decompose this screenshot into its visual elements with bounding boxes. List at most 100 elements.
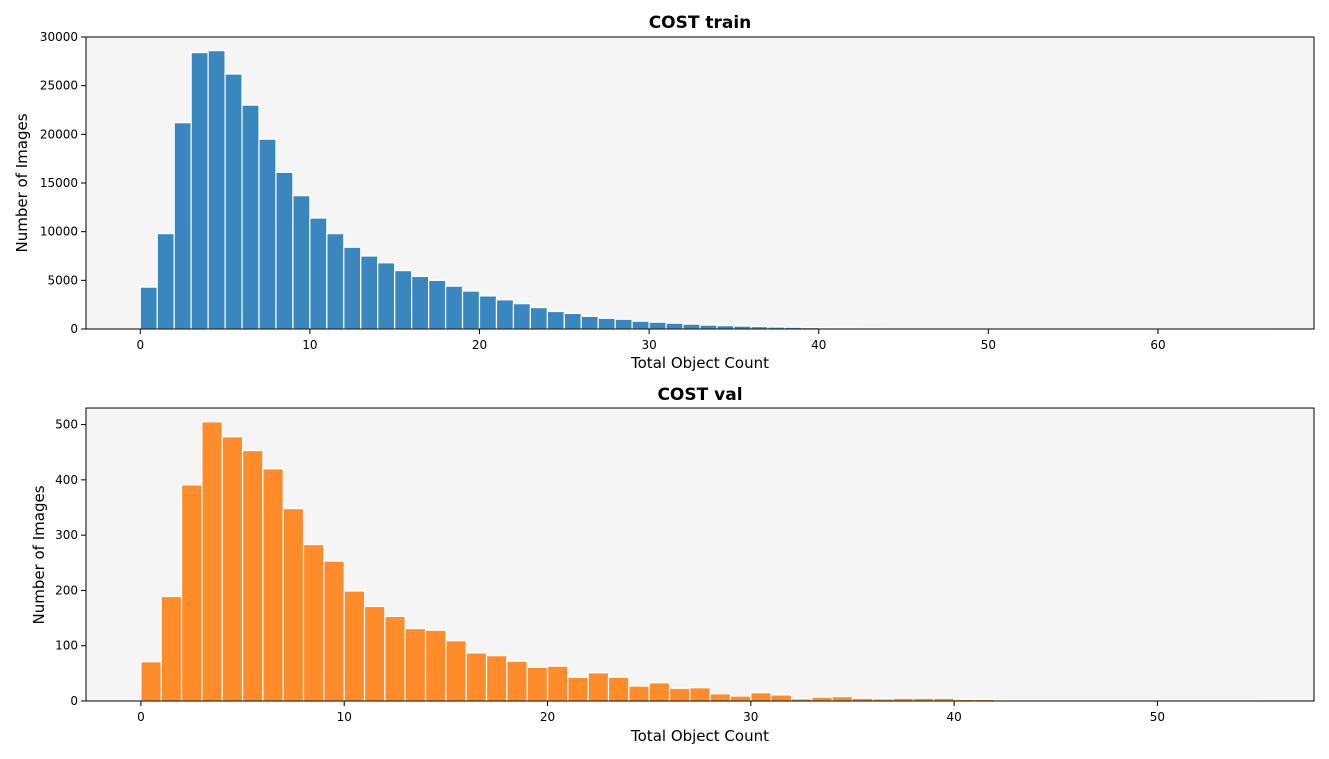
train-y-axis-label: Number of Images xyxy=(13,113,31,252)
val-plot-frame xyxy=(85,407,1315,702)
val-bar xyxy=(628,685,650,702)
val-bar xyxy=(465,652,488,702)
val-bar xyxy=(160,595,183,702)
train-x-tick-label: 20 xyxy=(472,338,487,352)
train-bar xyxy=(258,138,277,330)
val-bar xyxy=(729,695,752,702)
val-bar xyxy=(750,692,772,702)
val-x-tick-label: 40 xyxy=(946,710,961,724)
train-bar xyxy=(411,275,430,330)
train-bar xyxy=(224,73,243,330)
val-x-tick-label: 10 xyxy=(337,710,352,724)
train-bar xyxy=(512,303,531,330)
val-bar xyxy=(506,660,528,702)
train-bar xyxy=(665,322,684,330)
train-y-axis-ticks: 0 5000 10000 15000 20000 25000 30000 xyxy=(40,30,86,336)
val-bar xyxy=(201,421,223,702)
val-bar xyxy=(689,687,711,702)
train-bar xyxy=(648,321,667,330)
val-bar xyxy=(282,508,305,702)
val-bar xyxy=(587,672,610,702)
train-bar xyxy=(241,104,260,330)
train-bar xyxy=(597,317,616,330)
val-bar xyxy=(221,436,244,702)
val-bar xyxy=(384,615,406,702)
val-bar xyxy=(323,560,345,702)
train-bar xyxy=(173,122,192,330)
val-bar xyxy=(363,605,386,702)
train-bar xyxy=(428,279,447,330)
train-chart-title: COST train xyxy=(649,13,752,33)
train-bar xyxy=(394,270,413,330)
val-y-tick-label: 300 xyxy=(55,528,78,542)
val-y-tick-label: 100 xyxy=(55,639,78,653)
train-bar xyxy=(444,285,464,330)
train-bar xyxy=(716,324,735,330)
train-y-tick-label: 30000 xyxy=(40,30,78,44)
train-bar xyxy=(292,195,311,330)
train-bar xyxy=(326,233,345,330)
val-x-tick-label: 0 xyxy=(137,710,145,724)
train-bar xyxy=(495,299,515,330)
val-x-tick-label: 50 xyxy=(1150,710,1165,724)
train-y-tick-label: 15000 xyxy=(40,176,78,190)
train-bar xyxy=(343,246,362,330)
train-x-tick-label: 40 xyxy=(811,338,826,352)
val-y-tick-label: 200 xyxy=(55,583,78,597)
train-bar xyxy=(309,217,328,330)
val-bar xyxy=(567,676,589,702)
train-bar xyxy=(207,50,226,330)
train-bar xyxy=(139,286,158,330)
train-y-tick-label: 10000 xyxy=(40,225,78,239)
val-bar xyxy=(607,676,630,702)
val-bar xyxy=(343,590,366,702)
train-bar xyxy=(699,324,718,330)
train-y-tick-label: 25000 xyxy=(40,79,78,93)
train-bar xyxy=(461,290,481,330)
val-y-tick-label: 400 xyxy=(55,473,78,487)
train-bar xyxy=(478,295,498,330)
val-bar xyxy=(811,696,833,702)
val-y-tick-label: 0 xyxy=(70,694,78,708)
val-chart-title: COST val xyxy=(657,385,742,405)
val-bar xyxy=(241,449,264,702)
train-bar xyxy=(377,262,396,330)
val-x-axis-ticks: 0 10 20 30 40 50 xyxy=(137,701,1165,724)
train-x-axis-ticks: 0 10 20 30 40 50 60 xyxy=(136,329,1166,352)
train-bar xyxy=(682,323,701,330)
val-bar xyxy=(140,661,162,702)
train-x-tick-label: 50 xyxy=(981,338,996,352)
val-bar xyxy=(302,543,325,702)
val-bar xyxy=(262,468,284,702)
val-bar xyxy=(404,627,427,702)
train-bar xyxy=(190,51,209,330)
train-bar xyxy=(631,320,650,330)
val-bar xyxy=(424,629,447,702)
train-bar xyxy=(275,171,294,330)
train-bar xyxy=(563,312,582,330)
train-bar xyxy=(580,315,599,330)
train-bar xyxy=(546,310,565,330)
val-x-tick-label: 20 xyxy=(540,710,555,724)
train-y-tick-label: 20000 xyxy=(40,127,78,141)
val-bar xyxy=(526,666,549,702)
val-bar xyxy=(546,665,569,702)
train-x-tick-label: 60 xyxy=(1150,338,1165,352)
train-y-tick-label: 5000 xyxy=(47,273,78,287)
val-y-axis-ticks: 0 100 200 300 400 500 xyxy=(55,418,86,708)
train-plot-frame xyxy=(85,36,1315,330)
train-x-axis-label: Total Object Count xyxy=(630,354,769,372)
val-bar xyxy=(485,655,508,702)
val-bar xyxy=(770,694,793,702)
train-x-tick-label: 10 xyxy=(302,338,317,352)
val-bar xyxy=(648,682,671,702)
val-bar xyxy=(445,640,467,702)
val-x-axis-label: Total Object Count xyxy=(630,727,769,745)
val-bar xyxy=(180,484,203,702)
val-y-tick-label: 500 xyxy=(55,418,78,432)
val-y-axis-label: Number of Images xyxy=(30,485,48,624)
train-bar xyxy=(529,306,548,330)
val-bar xyxy=(668,687,691,702)
train-bar xyxy=(614,318,633,330)
